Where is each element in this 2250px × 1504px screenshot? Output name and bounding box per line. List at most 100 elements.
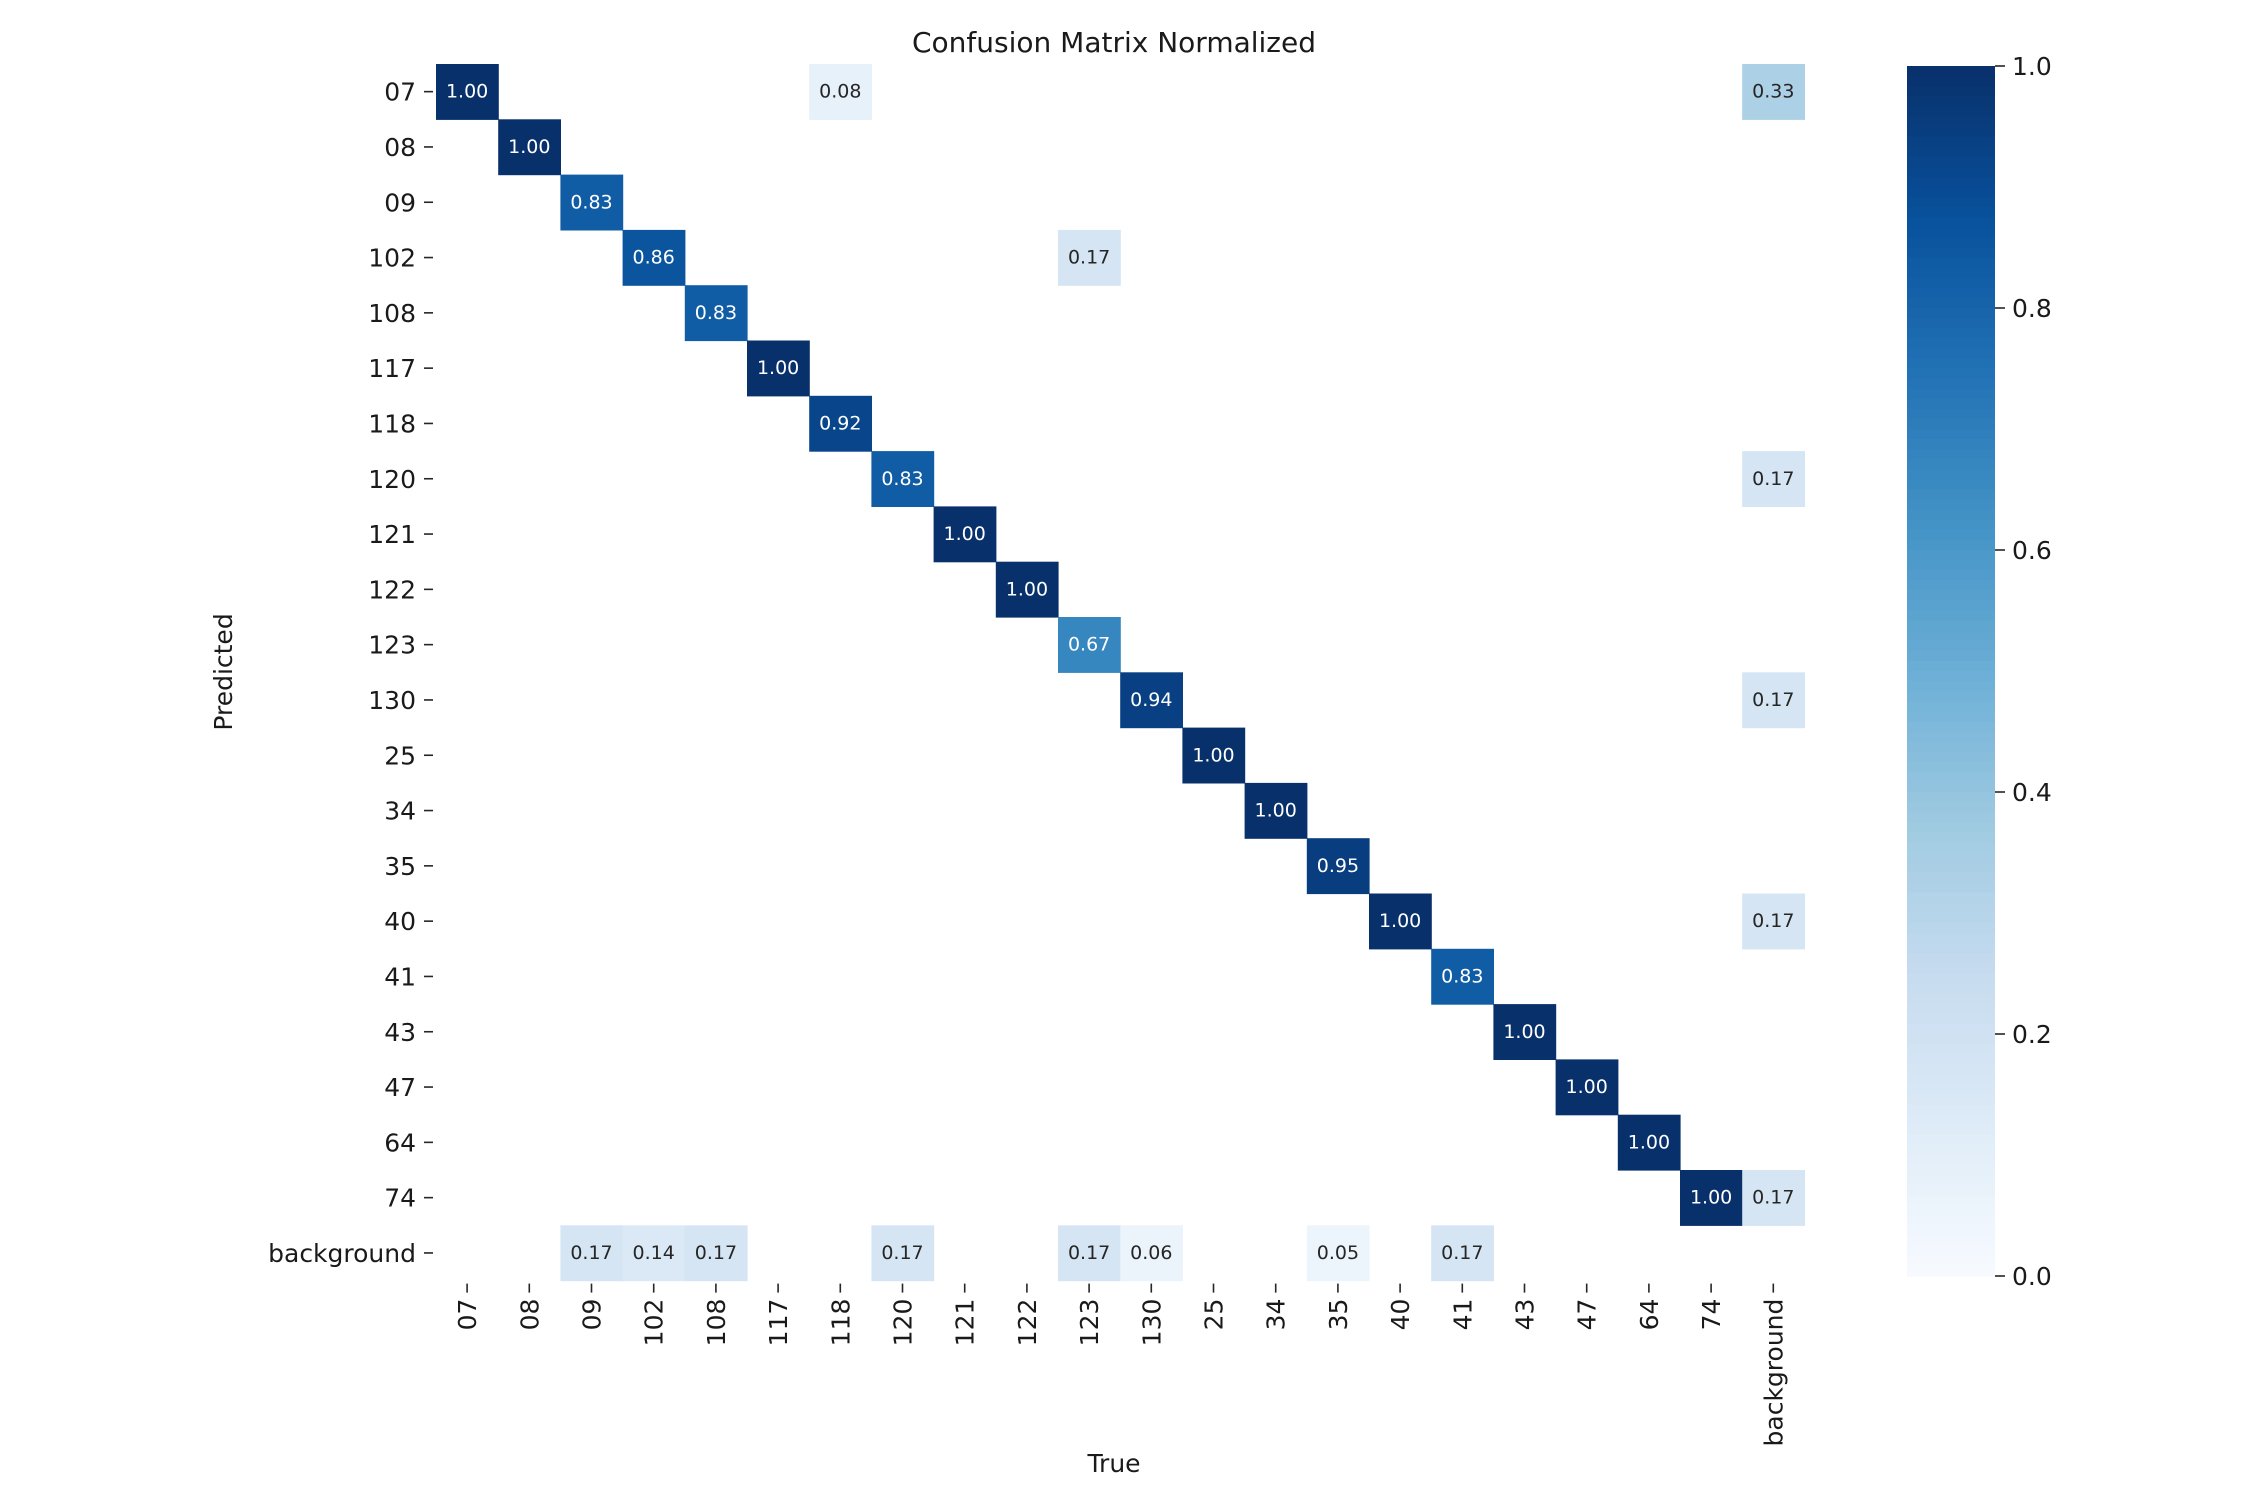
matrix-cell: 0.83: [560, 174, 624, 231]
cell-value-label: 1.00: [1690, 1187, 1732, 1209]
chart-title: Confusion Matrix Normalized: [912, 26, 1316, 59]
cell-value-label: 1.00: [1379, 910, 1421, 932]
colorbar-tick-label: 0.6: [2012, 536, 2052, 565]
cell-rect: [1058, 617, 1121, 673]
colorbar-segment: [1907, 358, 1995, 370]
colorbar-segment: [1907, 1124, 1995, 1136]
colorbar-segment: [1907, 489, 1995, 501]
colorbar-segment: [1907, 197, 1995, 208]
colorbar-segment: [1907, 519, 1995, 531]
cell-rect: [1742, 64, 1805, 120]
matrix-cell: 0.17: [684, 1225, 748, 1282]
x-tick-label: 74: [1697, 1299, 1726, 1331]
colorbar-tick-label: 0.8: [2012, 294, 2052, 323]
colorbar-segment: [1907, 1084, 1995, 1096]
colorbar-segment: [1907, 731, 1995, 743]
colorbar-segment: [1907, 529, 1995, 541]
y-tick-label: 47: [384, 1073, 416, 1102]
colorbar-segment: [1907, 237, 1995, 249]
colorbar-segment: [1907, 721, 1995, 733]
colorbar-segment: [1907, 862, 1995, 874]
colorbar-segment: [1907, 751, 1995, 763]
colorbar-segment: [1907, 156, 1995, 168]
cell-rect: [1244, 782, 1308, 839]
colorbar-segment: [1907, 812, 1995, 824]
colorbar-segment: [1907, 630, 1995, 642]
colorbar-tick-label: 0.4: [2012, 778, 2052, 807]
cell-rect: [1742, 672, 1805, 729]
colorbar-segment: [1907, 882, 1995, 894]
colorbar-segment: [1907, 973, 1995, 985]
x-tick-label: 07: [453, 1299, 482, 1331]
colorbar-segment: [1907, 580, 1995, 592]
colorbar-segment: [1907, 741, 1995, 753]
cell-rect: [1058, 229, 1121, 286]
colorbar-segment: [1907, 408, 1995, 420]
colorbar-segment: [1907, 388, 1995, 400]
colorbar-segment: [1907, 1185, 1995, 1197]
cell-value-label: 0.08: [819, 81, 861, 103]
colorbar-segment: [1907, 287, 1995, 299]
colorbar-segment: [1907, 187, 1995, 198]
cell-rect: [560, 174, 624, 231]
x-tick-label: background: [1759, 1299, 1788, 1447]
colorbar-segment: [1907, 681, 1995, 692]
colorbar-segment: [1907, 590, 1995, 602]
matrix-cell: 1.00: [1680, 1170, 1743, 1226]
cell-value-label: 0.92: [819, 412, 861, 434]
colorbar-segment: [1907, 96, 1995, 108]
colorbar-segment: [1907, 297, 1995, 309]
matrix-cell: 1.00: [498, 119, 561, 176]
cell-rect: [1306, 1225, 1370, 1282]
y-tick-label: 74: [384, 1184, 416, 1213]
cell-value-label: 0.17: [881, 1242, 923, 1264]
cell-rect: [1555, 1059, 1619, 1116]
y-tick-label: 108: [368, 299, 416, 328]
colorbar-segment: [1907, 267, 1995, 279]
colorbar-segment: [1907, 136, 1995, 148]
colorbar-segment: [1907, 1064, 1995, 1076]
cell-value-label: 0.17: [1752, 1187, 1794, 1209]
colorbar-segment: [1907, 1134, 1995, 1146]
colorbar-segment: [1907, 459, 1995, 471]
colorbar-segment: [1907, 1074, 1995, 1086]
x-tick-label: 34: [1262, 1299, 1291, 1331]
cell-rect: [560, 1225, 624, 1282]
colorbar-segment: [1907, 570, 1995, 582]
colorbar-segment: [1907, 429, 1995, 440]
y-tick-label: background: [268, 1239, 416, 1268]
colorbar-segment: [1907, 176, 1995, 188]
cell-rect: [1306, 838, 1370, 895]
y-tick-label: 35: [384, 852, 416, 881]
colorbar-segment: [1907, 1104, 1995, 1116]
cell-rect: [1431, 948, 1494, 1005]
colorbar-segment: [1907, 439, 1995, 450]
heatmap-cells: 1.00 0.08 0.33 1.00 0.83 0.86 0.17 0.83 1.00 0.92…: [436, 64, 1805, 1282]
colorbar-segment: [1907, 1205, 1995, 1217]
cell-value-label: 0.05: [1317, 1242, 1359, 1264]
colorbar-segment: [1907, 1235, 1995, 1247]
cell-value-label: 1.00: [1628, 1131, 1670, 1153]
cell-value-label: 1.00: [1566, 1076, 1608, 1098]
cell-rect: [809, 64, 872, 120]
colorbar-segment: [1907, 1023, 1995, 1035]
x-tick-label: 09: [578, 1299, 607, 1331]
y-tick-label: 09: [384, 188, 416, 217]
cell-rect: [747, 340, 810, 397]
colorbar-segment: [1907, 469, 1995, 481]
y-tick-label: 43: [384, 1018, 416, 1047]
cell-value-label: 0.17: [1068, 247, 1110, 269]
cell-rect: [622, 229, 686, 286]
colorbar-segment: [1907, 842, 1995, 854]
colorbar-segment: [1907, 610, 1995, 622]
cell-value-label: 0.83: [1441, 965, 1483, 987]
cell-rect: [871, 451, 935, 507]
cell-value-label: 0.95: [1317, 855, 1359, 877]
colorbar-segment: [1907, 499, 1995, 511]
colorbar-segment: [1907, 418, 1995, 430]
cell-value-label: 1.00: [944, 523, 986, 545]
matrix-cell: 0.95: [1306, 838, 1370, 895]
y-tick-label: 07: [384, 78, 416, 107]
colorbar-segment: [1907, 1165, 1995, 1176]
x-tick-label: 130: [1137, 1299, 1166, 1347]
